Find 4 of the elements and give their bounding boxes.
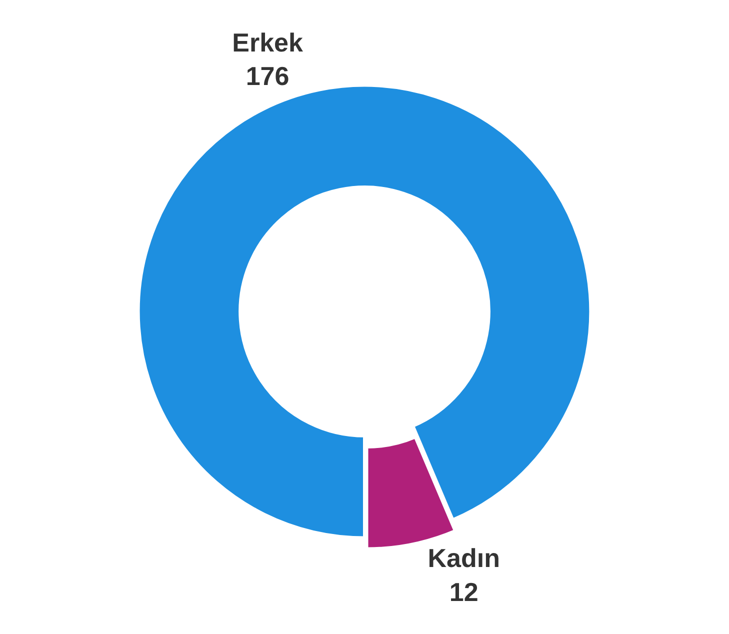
data-label: 176 [246, 61, 290, 92]
slice-label: Erkek [232, 27, 304, 58]
slice-label: Kadın [428, 542, 500, 573]
data-label: 12 [449, 576, 478, 607]
